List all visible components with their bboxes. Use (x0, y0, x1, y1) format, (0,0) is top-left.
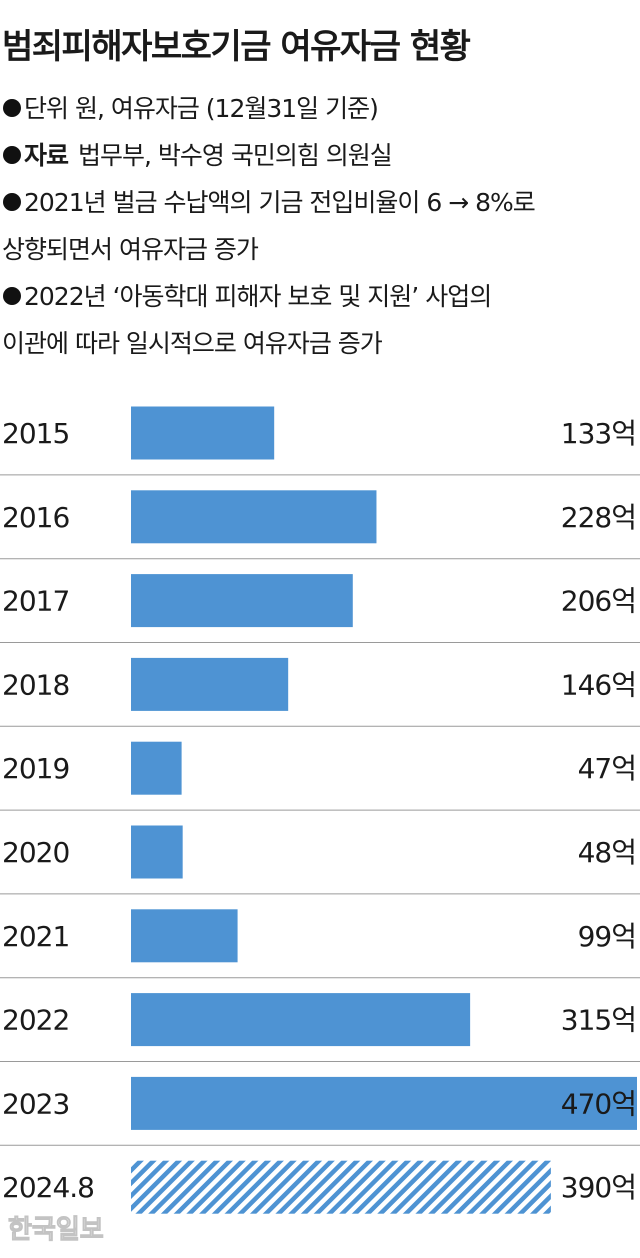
value-label: 470억 (561, 1087, 636, 1120)
category-label: 2023 (2, 1087, 69, 1120)
category-label: 2021 (2, 920, 69, 953)
bar (131, 909, 238, 963)
bullet (3, 99, 21, 117)
bar (131, 657, 289, 711)
category-label: 2024.8 (2, 1171, 94, 1204)
value-label: 146억 (561, 668, 636, 701)
bar (131, 406, 275, 460)
value-label: 99억 (578, 920, 636, 953)
bar (131, 574, 353, 628)
note-label: 자료 (24, 141, 69, 170)
category-label: 2020 (2, 836, 69, 869)
note-line: 2021년 벌금 수납액의 기금 전입비율이 6 → 8%로 (24, 188, 535, 217)
bullet (3, 146, 21, 164)
note-line: 이관에 따라 일시적으로 여유자금 증가 (2, 329, 383, 358)
category-label: 2015 (2, 417, 69, 450)
value-label: 48억 (578, 836, 636, 869)
category-label: 2019 (2, 752, 69, 785)
value-label: 228억 (561, 501, 636, 534)
category-label: 2017 (2, 585, 69, 618)
note-line: 단위 원, 여유자금 (12월31일 기준) (24, 94, 378, 123)
bar (131, 1076, 637, 1130)
bar (131, 741, 182, 795)
note-line: 자료 법무부, 박수영 국민의힘 의원실 (24, 141, 392, 170)
bullet (3, 193, 21, 211)
note-line: 2022년 ‘아동학대 피해자 보호 및 지원’ 사업의 (24, 282, 491, 311)
value-label: 133억 (561, 417, 636, 450)
value-label: 390억 (561, 1171, 636, 1204)
value-label: 47억 (578, 752, 636, 785)
bar (131, 825, 183, 879)
category-label: 2018 (2, 668, 69, 701)
value-label: 206억 (561, 585, 636, 618)
chart-title: 범죄피해자보호기금 여유자금 현황 (2, 27, 471, 67)
note-text: 법무부, 박수영 국민의힘 의원실 (78, 141, 392, 170)
watermark: 한국일보 (8, 1215, 104, 1245)
note-line: 상향되면서 여유자금 증가 (2, 235, 259, 264)
bar (131, 490, 377, 544)
bullet (3, 287, 21, 305)
bar (131, 993, 471, 1047)
bar (131, 1160, 551, 1214)
category-label: 2022 (2, 1004, 69, 1037)
category-label: 2016 (2, 501, 69, 534)
value-label: 315억 (561, 1004, 636, 1037)
